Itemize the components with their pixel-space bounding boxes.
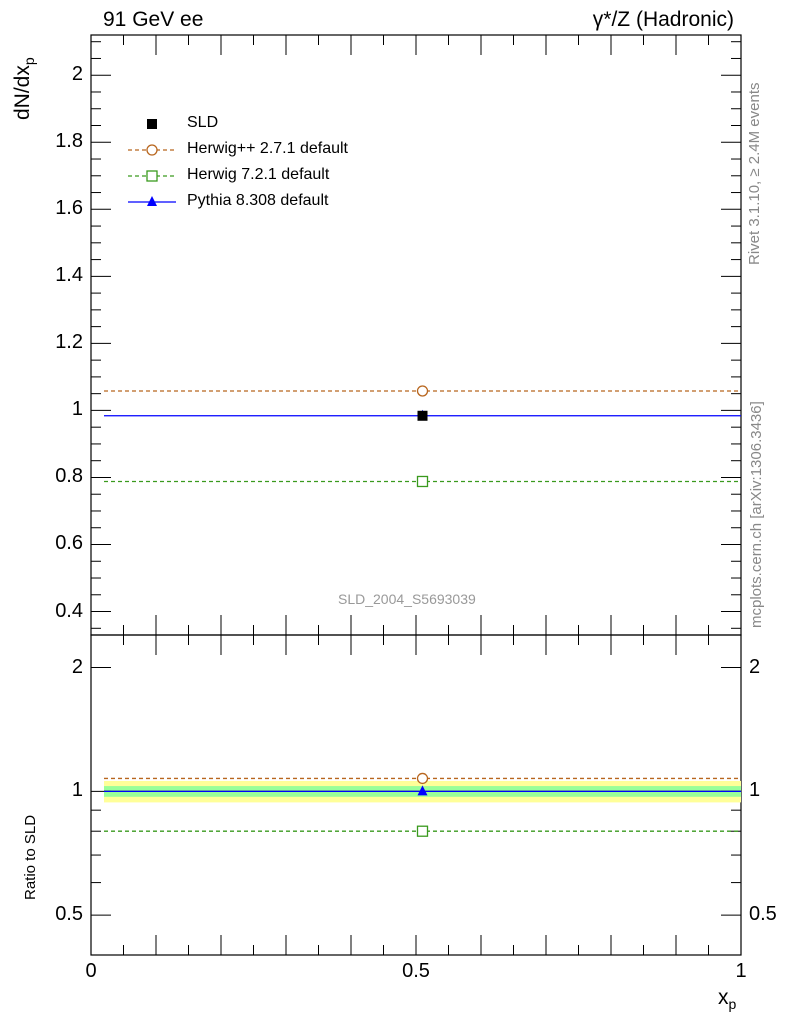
main-ytick-label: 1.4 — [55, 264, 83, 287]
xtick-label: 0 — [85, 960, 97, 982]
main-ylabel: dN/dxp — [11, 57, 37, 120]
legend-label-herwig-2-7-1-default: Herwig++ 2.7.1 default — [187, 140, 348, 157]
legend-label-herwig-7-2-1-default: Herwig 7.2.1 default — [187, 166, 330, 183]
ratio-ylabel: Ratio to SLD — [22, 814, 39, 900]
main-ytick-label: 0.8 — [55, 465, 83, 488]
ratio-ytick-label-left: 1 — [71, 779, 83, 802]
ratio-point-herwig-7-2-1-default — [416, 825, 429, 837]
main-ytick-label: 1 — [71, 398, 83, 421]
mcplots-side-text: mcplots.cern.ch [arXiv:1306.3436] — [748, 401, 765, 628]
legend-marker-herwig-2-7-1-default — [146, 144, 158, 156]
ratio-point-pythia-8-308-default — [417, 785, 428, 796]
main-ylabel-text: dN/dxp — [11, 57, 38, 120]
main-point-sld — [417, 410, 428, 421]
main-point-herwig-2-7-1-default — [416, 385, 429, 397]
xtick-label: 0.5 — [402, 960, 430, 982]
main-ytick-label: 1.8 — [55, 130, 83, 153]
main-ytick-label: 0.4 — [55, 599, 83, 622]
ratio-ytick-label-right: 0.5 — [749, 903, 777, 926]
main-point-herwig-7-2-1-default — [416, 475, 429, 488]
main-ytick-label: 1.6 — [55, 197, 83, 220]
ratio-ytick-label-right: 1 — [749, 779, 761, 802]
header-right-label: γ*/Z (Hadronic) — [592, 8, 734, 31]
ratio-point-herwig-2-7-1-default — [416, 772, 429, 785]
ratio-ytick-label-left: 0.5 — [55, 903, 83, 926]
legend-marker-pythia-8-308-default — [147, 196, 157, 206]
main-ytick-label: 0.6 — [55, 532, 83, 555]
legend-label-pythia-8-308-default: Pythia 8.308 default — [187, 192, 329, 209]
ratio-ytick-label-left: 2 — [71, 655, 83, 678]
x-axis-label: xp — [718, 986, 737, 1013]
xtick-label: 1 — [735, 960, 747, 982]
rivet-side-text: Rivet 3.1.10, ≥ 2.4M events — [746, 82, 763, 266]
ratio-ytick-label-right: 2 — [749, 655, 761, 678]
main-ytick-label: 2 — [71, 63, 83, 86]
main-ytick-label: 1.2 — [55, 331, 83, 354]
header-left-label: 91 GeV ee — [103, 8, 204, 31]
legend-label-sld: SLD — [187, 114, 219, 131]
legend-marker-sld — [147, 119, 157, 129]
watermark-label: SLD_2004_S5693039 — [338, 591, 476, 607]
legend-marker-herwig-7-2-1-default — [146, 170, 158, 182]
